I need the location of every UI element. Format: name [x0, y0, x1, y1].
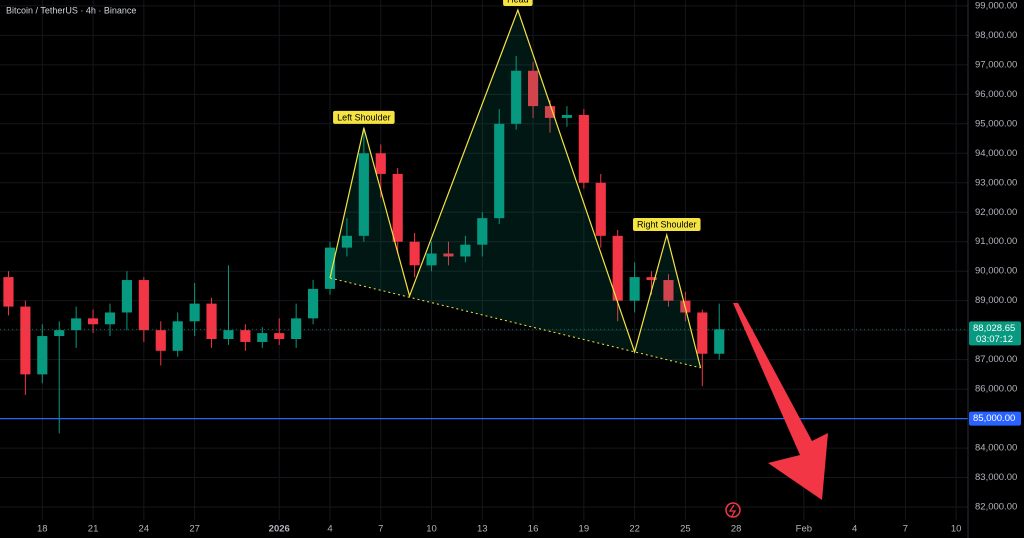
pattern-label-box: [632, 217, 701, 231]
candle-body: [697, 312, 708, 354]
y-tick-label: 94,000.00: [975, 148, 1017, 159]
candle-body: [104, 312, 116, 325]
candle-body: [612, 235, 623, 301]
price-countdown: 03:07:12: [976, 334, 1013, 345]
level-tag: [969, 411, 1021, 426]
candle-body: [578, 114, 589, 183]
candle-body: [511, 70, 522, 124]
candle-body: [308, 288, 319, 319]
candle-body: [71, 318, 82, 331]
candle-body: [172, 321, 183, 351]
candle-body: [37, 336, 48, 375]
x-tick-label: 22: [629, 524, 640, 535]
y-tick-label: 82,000.00: [975, 502, 1017, 513]
x-tick-label: 2026: [269, 524, 290, 535]
plot: [3, 56, 725, 434]
y-tick-label: 87,000.00: [975, 354, 1017, 365]
x-tick-label: 7: [903, 524, 908, 535]
chart-title: Bitcoin / TetherUS · 4h · Binance: [6, 5, 136, 15]
candle-body: [20, 306, 31, 375]
y-tick-label: 86,000.00: [975, 384, 1017, 395]
candle-body: [138, 280, 149, 331]
pattern-line: [329, 8, 702, 369]
candle-body: [240, 330, 251, 342]
price-label: 88,028.65: [973, 323, 1015, 334]
pattern-label-box: [333, 110, 395, 124]
price-tag: [969, 321, 1021, 346]
y-tick-label: 92,000.00: [975, 207, 1017, 218]
down-arrow: [733, 303, 828, 500]
pattern-label: Right Shoulder: [637, 219, 697, 229]
pattern-label-box: [503, 0, 533, 7]
candle-body: [460, 244, 471, 257]
candle-body: [291, 318, 302, 340]
event-icon-bolt: [728, 504, 737, 517]
x-tick-label: 19: [579, 524, 590, 535]
candle-body: [223, 330, 234, 340]
candle-body: [477, 218, 488, 245]
candle-body: [443, 253, 454, 257]
y-tick-label: 84,000.00: [975, 443, 1017, 454]
candle-body: [426, 253, 437, 266]
candle-body: [121, 280, 132, 313]
event-icon: [725, 502, 741, 518]
candle-body: [88, 318, 99, 325]
x-tick-label: 10: [951, 524, 962, 535]
candle-body: [714, 329, 725, 354]
candle-body: [409, 241, 420, 266]
candle-body: [324, 247, 336, 289]
candle-body: [189, 303, 200, 322]
y-tick-label: 83,000.00: [975, 472, 1017, 483]
x-tick-label: 16: [528, 524, 539, 535]
candle-body: [257, 333, 268, 342]
x-tick-label: 7: [378, 524, 383, 535]
candle-body: [494, 123, 505, 219]
y-tick-label: 96,000.00: [975, 89, 1017, 100]
x-tick-label: 18: [37, 524, 48, 535]
candle-body: [358, 153, 369, 236]
x-tick-label: 21: [88, 524, 99, 535]
candle-body: [544, 106, 556, 118]
candle-body: [155, 330, 166, 351]
y-tick-label: 97,000.00: [975, 59, 1017, 70]
candle-body: [528, 70, 539, 107]
pattern-label: Left Shoulder: [337, 112, 391, 122]
neckline: [329, 277, 701, 369]
level-label: 85,000.00: [973, 413, 1015, 424]
candle-body: [561, 114, 572, 118]
x-tick-label: 27: [189, 524, 200, 535]
x-tick-label: Feb: [796, 524, 812, 535]
x-tick-label: 25: [680, 524, 691, 535]
candle-body: [341, 235, 352, 248]
y-tick-label: 91,000.00: [975, 236, 1017, 247]
x-tick-label: 4: [327, 524, 332, 535]
candle-body: [206, 303, 217, 340]
pattern-label: Head: [507, 0, 529, 4]
y-tick-label: 99,000.00: [975, 0, 1017, 11]
x-tick-label: 28: [731, 524, 742, 535]
y-tick-label: 98,000.00: [975, 30, 1017, 41]
candle-body: [595, 182, 606, 236]
y-tick-label: 95,000.00: [975, 118, 1017, 129]
y-tick-label: 90,000.00: [975, 266, 1017, 277]
candle-body: [392, 173, 403, 242]
pattern-area: [330, 10, 701, 368]
candle-body: [646, 277, 657, 281]
y-tick-label: 89,000.00: [975, 295, 1017, 306]
candle-body: [663, 280, 674, 301]
candle-body: [54, 330, 65, 337]
candle-body: [274, 333, 285, 340]
x-tick-label: 4: [852, 524, 857, 535]
x-tick-label: 24: [139, 524, 150, 535]
candle-body: [375, 153, 386, 174]
candle-body: [3, 277, 14, 307]
x-tick-label: 10: [426, 524, 437, 535]
y-tick-label: 93,000.00: [975, 177, 1017, 188]
candle-body: [629, 277, 640, 301]
x-tick-label: 13: [477, 524, 488, 535]
